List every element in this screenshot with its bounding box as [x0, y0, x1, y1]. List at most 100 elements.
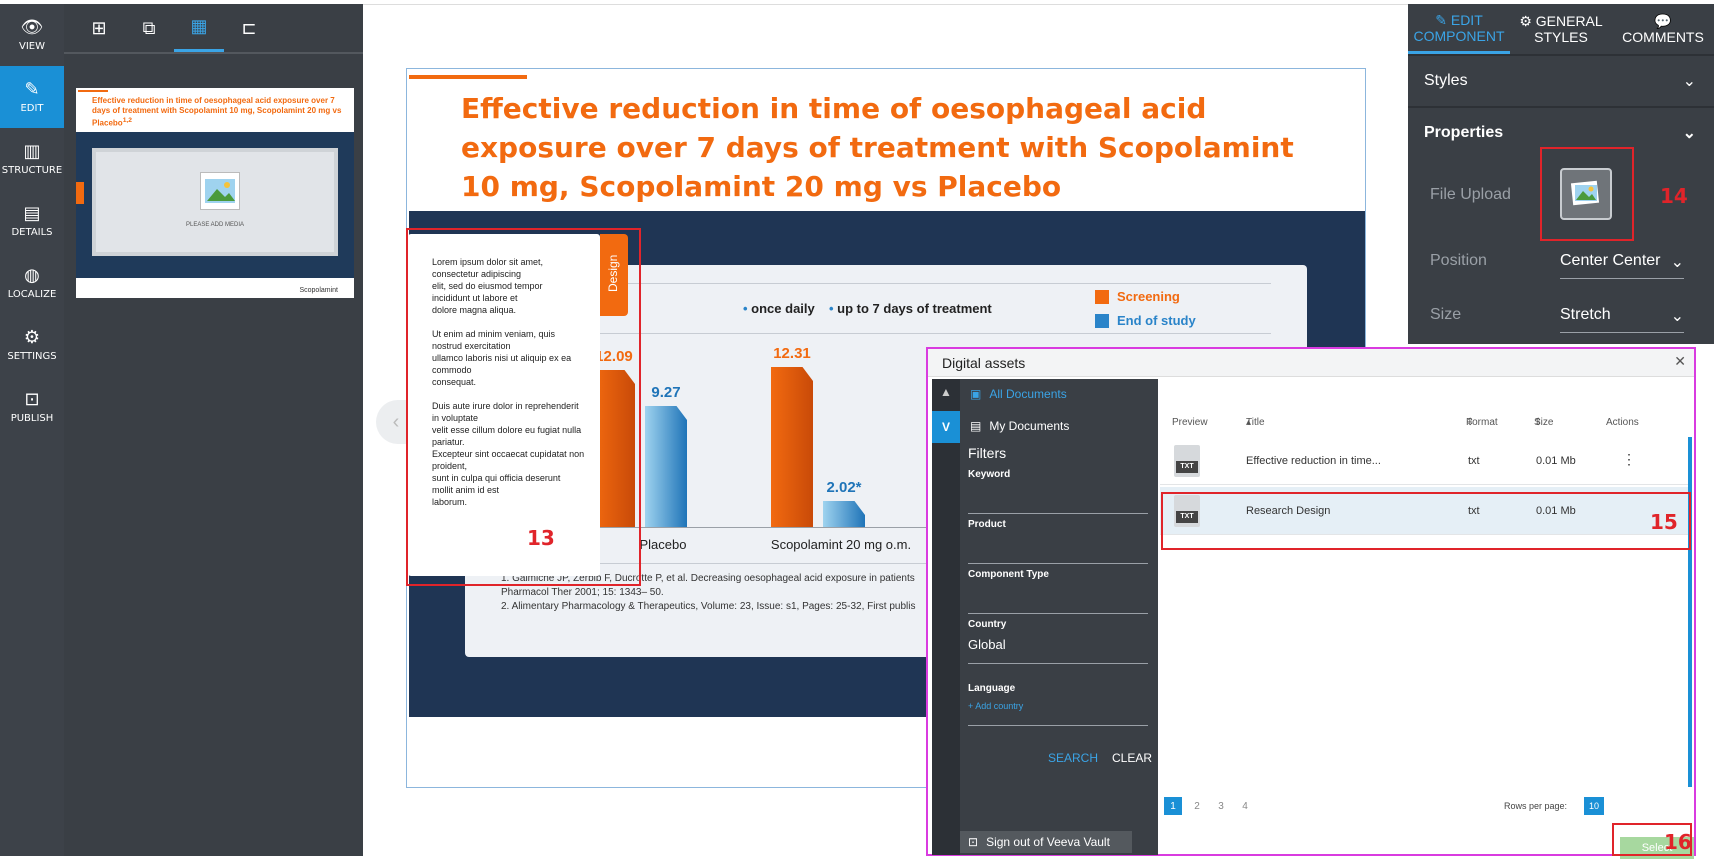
slide-title[interactable]: Effective reduction in time of oesophage…: [461, 92, 1294, 203]
reference-1: 1. Galmiche JP, Zerbib F, Ducrotte P, et…: [501, 573, 915, 584]
design-tab[interactable]: Design: [600, 234, 628, 316]
page-3[interactable]: 3: [1218, 800, 1224, 812]
chevron-left-icon: ‹: [392, 410, 400, 433]
nav-structure[interactable]: ▥ STRUCTURE: [1, 141, 63, 177]
select-button[interactable]: Select: [1620, 837, 1694, 859]
component-type-input[interactable]: [968, 613, 1148, 614]
column-title[interactable]: Title ▴: [1246, 417, 1265, 428]
keyword-label: Keyword: [968, 469, 1011, 480]
chevron-down-icon: ⌄: [1670, 254, 1684, 271]
dialog-source-bar: ▲ V: [932, 379, 960, 855]
clear-button[interactable]: CLEAR: [1112, 751, 1153, 765]
tab-general-styles[interactable]: ⚙ GENERAL STYLES: [1510, 4, 1612, 54]
language-label: Language: [968, 683, 1016, 694]
layout-button[interactable]: ⧉: [124, 4, 174, 52]
canvas-top-line: [363, 4, 1409, 5]
size-label: Size: [1430, 306, 1462, 323]
page-4[interactable]: 4: [1242, 800, 1248, 812]
nav-edit[interactable]: ✎ EDIT: [0, 66, 64, 128]
properties-section-header[interactable]: Properties ⌄: [1408, 106, 1714, 158]
keyword-input[interactable]: [968, 513, 1148, 514]
file-upload-button[interactable]: [1560, 168, 1612, 220]
size-select[interactable]: Stretch ⌄: [1560, 306, 1684, 333]
table-header: Preview Title ▴ Format ⇕ Size ⇕ Actions: [1160, 417, 1692, 435]
sign-out-button[interactable]: ⊡ Sign out of Veeva Vault: [960, 831, 1132, 853]
language-input[interactable]: [968, 725, 1148, 726]
all-documents-link[interactable]: ▣ All Documents: [970, 387, 1067, 401]
annotation-label-15: 15: [1650, 510, 1678, 534]
tree-view-button[interactable]: ⊏: [224, 4, 274, 52]
chevron-down-icon: ⌄: [1682, 73, 1696, 90]
row-title: Effective reduction in time...: [1246, 455, 1381, 467]
tab-comments[interactable]: 💬 COMMENTS: [1612, 4, 1714, 54]
page-1[interactable]: 1: [1164, 797, 1182, 815]
tab-edit-component[interactable]: ✎ EDIT COMPONENT: [1408, 4, 1510, 54]
row-size: 0.01 Mb: [1536, 455, 1576, 467]
publish-icon: ⊡: [24, 389, 40, 410]
popup-text[interactable]: Lorem ipsum dolor sit amet, consectetur …: [432, 257, 585, 507]
tree-icon: ⊏: [241, 17, 257, 38]
txt-file-icon: TXT: [1174, 495, 1200, 527]
file-upload-label: File Upload: [1430, 186, 1511, 203]
category-label-placebo: Placebo: [639, 537, 687, 552]
nav-view[interactable]: 👁 VIEW: [19, 17, 45, 53]
table-row[interactable]: TXT Research Design txt 0.01 Mb: [1160, 487, 1692, 535]
page-2[interactable]: 2: [1194, 800, 1200, 812]
reference-2: 2. Alimentary Pharmacology & Therapeutic…: [501, 601, 916, 612]
table-row[interactable]: TXT Effective reduction in time... txt 0…: [1160, 437, 1692, 485]
structure-icon: ▥: [23, 141, 41, 162]
thumbnail-toolbar: ⊞ ⧉ ▦ ⊏: [64, 4, 363, 54]
nav-settings[interactable]: ⚙ SETTINGS: [7, 327, 57, 363]
add-country-link[interactable]: + Add country: [968, 701, 1024, 711]
table-scrollbar[interactable]: [1688, 437, 1692, 787]
annotation-label-14: 14: [1660, 184, 1688, 208]
frame-icon: ⧉: [142, 17, 156, 38]
sign-out-icon: ⊡: [968, 835, 979, 849]
annotation-box-13: [406, 228, 641, 586]
column-size[interactable]: Size ⇕: [1534, 417, 1554, 428]
clipboard-icon: ▤: [23, 203, 41, 224]
my-documents-link[interactable]: ▤ My Documents: [970, 419, 1070, 433]
properties-panel: ✎ EDIT COMPONENT ⚙ GENERAL STYLES 💬 COMM…: [1408, 4, 1714, 344]
search-button[interactable]: SEARCH: [1048, 751, 1099, 765]
slide-thumbnail[interactable]: Effective reduction in time of oesophage…: [76, 88, 354, 298]
thumb-logo: Scopolamint: [299, 287, 338, 294]
country-value[interactable]: Global: [968, 637, 1006, 652]
left-nav: 👁 VIEW ✎ EDIT ▥ STRUCTURE ▤ DETAILS ◍ LOCALIZ…: [0, 4, 64, 856]
dialog-header: Digital assets: [928, 349, 1694, 377]
chart-baseline: [521, 527, 1271, 528]
text-popup-card[interactable]: Lorem ipsum dolor sit amet, consectetur …: [408, 234, 600, 576]
row-format: txt: [1468, 505, 1480, 517]
globe-icon: ◍: [24, 265, 40, 286]
rows-per-page-select[interactable]: 10: [1584, 797, 1604, 815]
bar-value-label: 12.09: [595, 348, 633, 365]
position-select[interactable]: Center Center ⌄: [1560, 252, 1684, 279]
legend-end-of-study: End of study: [1095, 313, 1196, 328]
bar-end-of-study-0: [645, 406, 687, 527]
media-icon[interactable]: ▲: [940, 385, 952, 399]
bar-value-label: 2.02*: [826, 479, 862, 496]
column-format[interactable]: Format ⇕: [1466, 417, 1498, 428]
product-input[interactable]: [968, 563, 1148, 564]
add-slide-button[interactable]: ⊞: [74, 4, 124, 52]
nav-localize[interactable]: ◍ LOCALIZE: [7, 265, 57, 301]
grid-view-button[interactable]: ▦: [174, 4, 224, 52]
right-panel-tabs: ✎ EDIT COMPONENT ⚙ GENERAL STYLES 💬 COMM…: [1408, 4, 1714, 54]
reference-1b: Pharmacol Ther 2001; 15: 1343– 50.: [501, 587, 664, 598]
nav-details[interactable]: ▤ DETAILS: [11, 203, 53, 239]
nav-publish[interactable]: ⊡ PUBLISH: [10, 389, 54, 425]
row-actions-icon[interactable]: ⋮: [1622, 451, 1636, 467]
pencil-icon: ✎: [24, 79, 40, 100]
column-actions: Actions: [1606, 417, 1639, 428]
screening-swatch: [1095, 289, 1109, 304]
close-icon[interactable]: ✕: [1674, 353, 1686, 369]
veeva-icon[interactable]: V: [932, 411, 960, 443]
image-icon: [1570, 180, 1600, 206]
comment-icon: 💬 COMMENTS: [1622, 13, 1704, 45]
gear-icon: ⚙ GENERAL STYLES: [1519, 13, 1603, 45]
styles-section-header[interactable]: Styles ⌄: [1408, 54, 1714, 106]
product-label: Product: [968, 519, 1006, 530]
row-title: Research Design: [1246, 505, 1331, 517]
annotation-box-15: [1161, 492, 1691, 550]
bar-value-label: 12.31: [773, 345, 811, 362]
